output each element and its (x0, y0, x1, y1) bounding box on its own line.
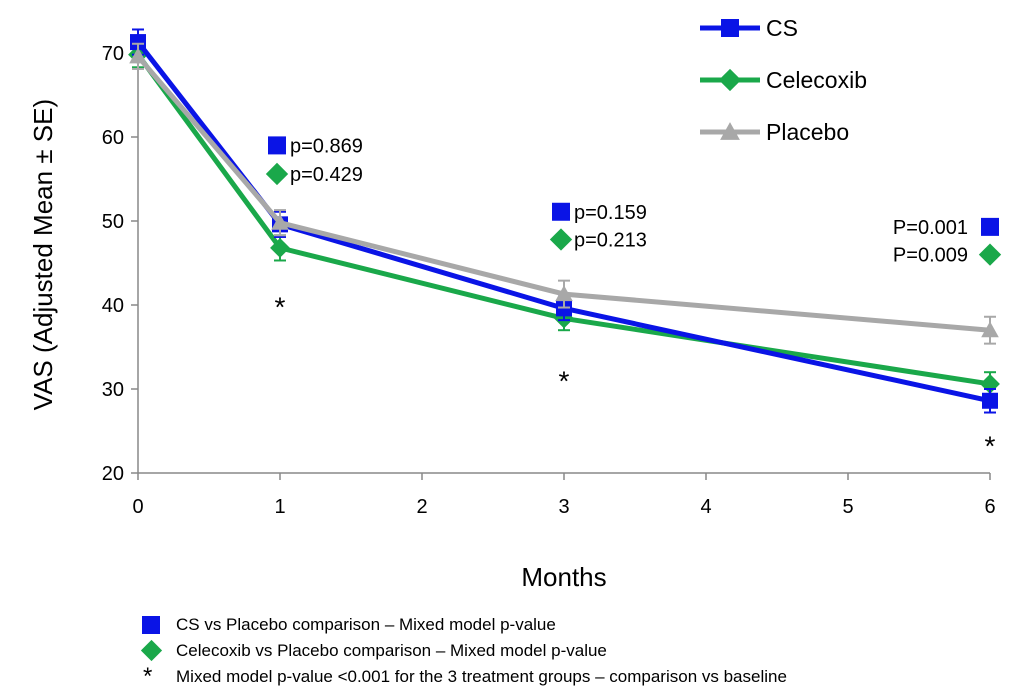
x-tick-label-1: 1 (274, 496, 285, 518)
annotation-text-5: P=0.009 (893, 245, 968, 267)
x-axis-title: Months (521, 562, 606, 592)
annotation-text-2: p=0.159 (574, 202, 647, 224)
legend-celecoxib-label: Celecoxib (766, 67, 867, 93)
cs-series-line (136, 40, 991, 404)
footnote-star: * Mixed model p-value <0.001 for the 3 t… (140, 664, 1010, 690)
x-tick-label-5: 5 (842, 496, 853, 518)
legend-celecoxib-marker (718, 68, 742, 92)
asterisk-icon: * (143, 663, 153, 690)
footnote-cs-text: CS vs Placebo comparison – Mixed model p… (176, 615, 556, 634)
annotation-marker-2 (552, 202, 570, 221)
placebo-point-3 (555, 285, 573, 302)
green-diamond-icon (140, 638, 166, 664)
y-tick-label-50: 50 (102, 211, 124, 233)
placebo-point-0 (129, 47, 147, 64)
y-tick-label-30: 30 (102, 379, 124, 401)
significance-star-6: * (985, 430, 996, 461)
x-tick-label-3: 3 (558, 496, 569, 518)
placebo-series-line (136, 54, 991, 333)
celecoxib-point-1 (270, 237, 290, 258)
y-tick-label-60: 60 (102, 127, 124, 149)
legend-cs-label: CS (766, 15, 798, 41)
y-axis-title: VAS (Adjusted Mean ± SE) (28, 99, 58, 410)
footnotes: CS vs Placebo comparison – Mixed model p… (140, 612, 1010, 690)
footnote-celecoxib: Celecoxib vs Placebo comparison – Mixed … (140, 638, 1010, 664)
annotation-text-0: p=0.869 (290, 135, 363, 157)
cs-point-0 (130, 34, 146, 51)
footnote-star-text: Mixed model p-value <0.001 for the 3 tre… (176, 667, 787, 686)
annotation-marker-5 (978, 243, 1002, 266)
y-tick-label-40: 40 (102, 295, 124, 317)
celecoxib-series-line (135, 53, 991, 387)
annotation-marker-0 (268, 136, 286, 155)
significance-star-3: * (559, 366, 570, 397)
x-tick-label-4: 4 (700, 496, 711, 518)
blue-square-icon (140, 612, 166, 638)
footnote-cs: CS vs Placebo comparison – Mixed model p… (140, 612, 1010, 638)
legend-cs-marker (721, 19, 739, 37)
annotation-marker-1 (265, 162, 289, 186)
legend-placebo-label: Placebo (766, 119, 849, 145)
annotation-text-1: p=0.429 (290, 164, 363, 186)
annotation-marker-3 (549, 228, 573, 251)
vas-line-chart: 20 30 40 50 60 70 0 1 2 3 4 5 6 Months VAS (Adjusted M… (28, 15, 1002, 592)
x-tick-label-0: 0 (132, 496, 143, 518)
y-tick-label-20: 20 (102, 463, 124, 485)
x-tick-label-6: 6 (984, 496, 995, 518)
legend-placebo-marker (720, 122, 740, 140)
placebo-point-1 (271, 213, 289, 230)
y-tick-label-70: 70 (102, 43, 124, 65)
cs-point-6 (982, 392, 998, 409)
significance-star-1: * (275, 292, 286, 323)
x-tick-label-2: 2 (416, 496, 427, 518)
annotation-text-4: P=0.001 (893, 217, 968, 239)
annotation-text-3: p=0.213 (574, 229, 647, 251)
annotation-marker-4 (981, 217, 999, 236)
footnote-celecoxib-text: Celecoxib vs Placebo comparison – Mixed … (176, 641, 607, 660)
placebo-point-6 (981, 321, 999, 338)
